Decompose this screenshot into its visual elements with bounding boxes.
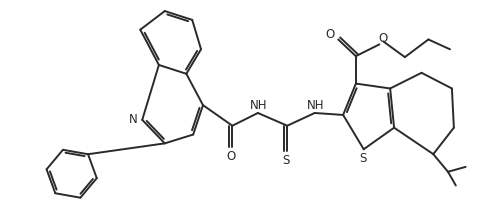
Text: NH: NH: [250, 99, 268, 112]
Text: NH: NH: [307, 99, 324, 112]
Text: O: O: [227, 150, 236, 163]
Text: S: S: [283, 153, 290, 166]
Text: O: O: [326, 28, 335, 41]
Text: O: O: [379, 32, 388, 45]
Text: N: N: [129, 113, 138, 126]
Text: S: S: [359, 152, 366, 165]
